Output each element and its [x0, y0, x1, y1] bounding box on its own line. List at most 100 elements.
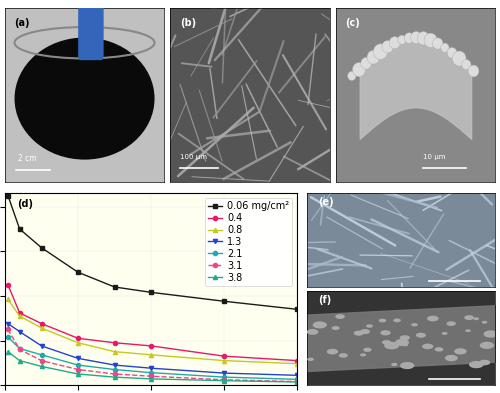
Line: 3.1: 3.1 — [6, 327, 299, 384]
3.1 — [75, 367, 81, 372]
0.8 — [148, 353, 154, 357]
3.8 — [148, 376, 154, 381]
Circle shape — [354, 331, 364, 336]
0.4 — [294, 358, 300, 363]
0.8 — [75, 340, 81, 345]
Circle shape — [400, 362, 414, 369]
Circle shape — [416, 332, 426, 338]
Text: (e): (e) — [318, 197, 334, 207]
FancyBboxPatch shape — [78, 4, 104, 60]
Text: 100 μm: 100 μm — [180, 154, 207, 160]
Line: 0.4: 0.4 — [6, 283, 299, 363]
Circle shape — [391, 363, 398, 366]
Text: (c): (c) — [346, 18, 360, 28]
Circle shape — [338, 353, 348, 358]
Circle shape — [402, 343, 408, 346]
Circle shape — [466, 329, 471, 332]
Circle shape — [336, 314, 345, 319]
Circle shape — [382, 340, 391, 345]
Circle shape — [380, 330, 391, 335]
2.1 — [38, 353, 44, 357]
3.8 — [16, 358, 22, 363]
Circle shape — [482, 321, 488, 323]
Circle shape — [411, 323, 418, 327]
1.3 — [221, 371, 227, 375]
0.8 — [16, 314, 22, 318]
Circle shape — [398, 35, 406, 44]
Circle shape — [367, 50, 380, 64]
Circle shape — [452, 51, 466, 66]
Circle shape — [445, 355, 458, 361]
Circle shape — [424, 33, 437, 48]
0.4 — [148, 343, 154, 348]
1.3 — [38, 343, 44, 348]
0.8 — [38, 326, 44, 331]
1.3 — [5, 321, 11, 326]
3.1 — [112, 372, 117, 376]
3.8 — [5, 349, 11, 354]
Circle shape — [395, 339, 409, 346]
2.1 — [5, 334, 11, 339]
3.1 — [16, 347, 22, 352]
Circle shape — [469, 361, 484, 368]
Circle shape — [468, 65, 479, 77]
Text: (b): (b) — [180, 18, 196, 28]
Circle shape — [480, 342, 494, 349]
Text: 10 μm: 10 μm — [424, 154, 446, 160]
0.8 — [294, 362, 300, 366]
2.1 — [75, 363, 81, 367]
0.06 mg/cm² — [294, 307, 300, 312]
Circle shape — [479, 360, 490, 365]
Circle shape — [464, 315, 474, 320]
0.06 mg/cm² — [75, 270, 81, 275]
0.4 — [16, 310, 22, 315]
Legend: 0.06 mg/cm², 0.4, 0.8, 1.3, 2.1, 3.1, 3.8: 0.06 mg/cm², 0.4, 0.8, 1.3, 2.1, 3.1, 3.… — [204, 198, 292, 286]
Circle shape — [418, 31, 430, 45]
Circle shape — [360, 329, 370, 334]
0.06 mg/cm² — [5, 193, 11, 198]
3.8 — [294, 380, 300, 384]
Circle shape — [363, 348, 372, 352]
2.1 — [112, 367, 117, 372]
Circle shape — [474, 317, 479, 320]
3.8 — [38, 364, 44, 369]
0.06 mg/cm² — [38, 245, 44, 250]
Text: (a): (a) — [14, 18, 30, 28]
0.06 mg/cm² — [16, 227, 22, 231]
Circle shape — [442, 332, 448, 335]
2.1 — [148, 370, 154, 375]
Text: 2 cm: 2 cm — [18, 154, 36, 163]
Circle shape — [393, 318, 401, 322]
Line: 2.1: 2.1 — [6, 335, 299, 382]
3.8 — [75, 372, 81, 376]
2.1 — [16, 346, 22, 351]
Circle shape — [366, 324, 373, 328]
Circle shape — [432, 38, 443, 49]
Line: 3.8: 3.8 — [6, 350, 299, 384]
1.3 — [148, 366, 154, 371]
0.4 — [112, 340, 117, 345]
Circle shape — [382, 40, 394, 53]
Circle shape — [484, 331, 498, 338]
Circle shape — [327, 349, 338, 354]
Circle shape — [446, 321, 456, 326]
1.3 — [16, 329, 22, 334]
Text: (d): (d) — [16, 199, 32, 209]
Circle shape — [418, 333, 426, 338]
Circle shape — [404, 33, 414, 43]
0.4 — [75, 336, 81, 341]
3.1 — [148, 374, 154, 378]
0.06 mg/cm² — [112, 285, 117, 289]
2.1 — [294, 377, 300, 382]
0.8 — [221, 358, 227, 363]
Circle shape — [348, 71, 356, 81]
2.1 — [221, 375, 227, 380]
Circle shape — [422, 343, 434, 349]
0.06 mg/cm² — [148, 290, 154, 295]
1.3 — [112, 363, 117, 367]
Circle shape — [440, 43, 449, 52]
Circle shape — [462, 60, 471, 70]
Circle shape — [427, 316, 438, 321]
Circle shape — [454, 348, 466, 354]
Circle shape — [307, 358, 314, 361]
